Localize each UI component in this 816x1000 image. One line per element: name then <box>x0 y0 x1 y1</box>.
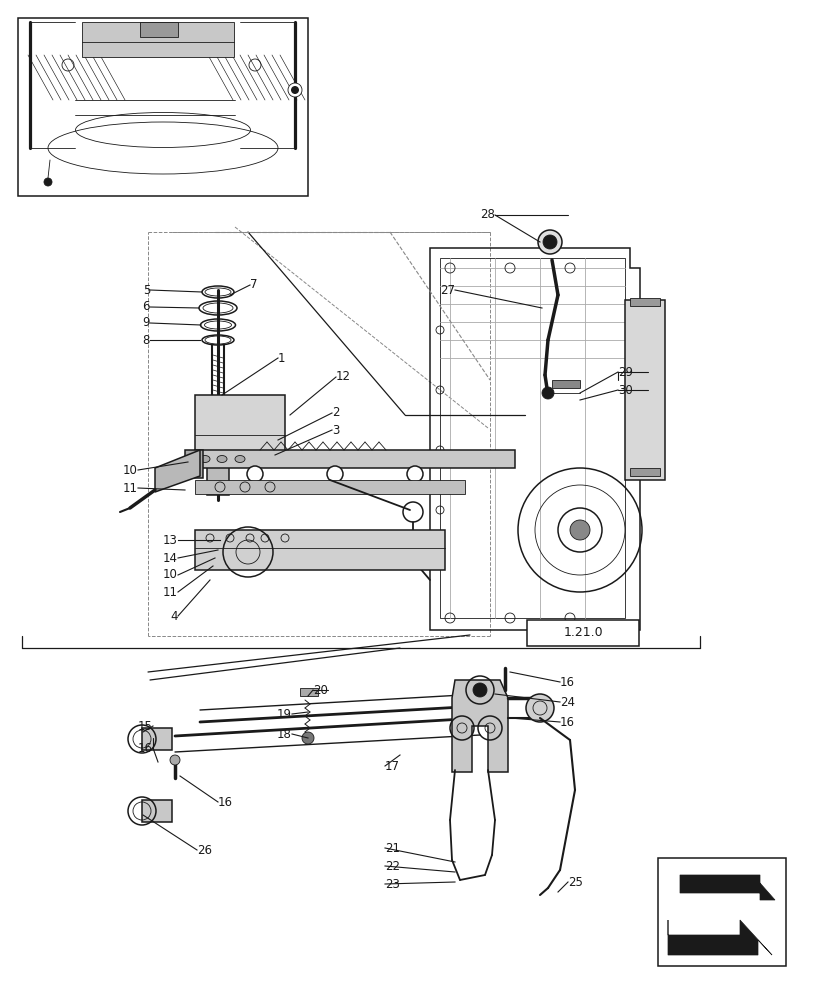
Bar <box>552 380 580 388</box>
Text: 2: 2 <box>332 406 339 420</box>
Circle shape <box>543 235 557 249</box>
Circle shape <box>288 83 302 97</box>
Text: 10: 10 <box>163 568 178 582</box>
Text: 27: 27 <box>440 284 455 296</box>
Text: 1: 1 <box>278 352 286 364</box>
Circle shape <box>327 466 343 482</box>
Text: 1.21.0: 1.21.0 <box>563 626 603 640</box>
Circle shape <box>302 732 314 744</box>
Text: 8: 8 <box>143 334 150 347</box>
Bar <box>142 728 172 750</box>
Text: 16: 16 <box>218 796 233 808</box>
Bar <box>527 620 639 646</box>
Ellipse shape <box>202 286 234 298</box>
Ellipse shape <box>202 335 234 345</box>
Bar <box>195 530 445 570</box>
Text: 16: 16 <box>560 676 575 688</box>
Bar <box>185 450 203 478</box>
Circle shape <box>542 387 554 399</box>
Bar <box>142 800 172 822</box>
Bar <box>207 460 229 495</box>
Text: 19: 19 <box>277 708 292 720</box>
Text: 22: 22 <box>385 859 400 872</box>
Bar <box>195 450 515 468</box>
Bar <box>82 22 234 57</box>
Text: 23: 23 <box>385 878 400 890</box>
Polygon shape <box>155 450 200 492</box>
Bar <box>140 22 178 37</box>
Ellipse shape <box>201 319 236 331</box>
Text: 10: 10 <box>123 464 138 477</box>
Circle shape <box>291 86 299 94</box>
Text: 14: 14 <box>163 552 178 564</box>
Ellipse shape <box>217 456 227 462</box>
Text: 15: 15 <box>138 720 153 732</box>
Bar <box>625 300 665 480</box>
Bar <box>18 18 308 196</box>
Text: 11: 11 <box>163 585 178 598</box>
Text: 6: 6 <box>143 300 150 314</box>
Text: 30: 30 <box>618 383 632 396</box>
Bar <box>630 468 660 476</box>
Circle shape <box>538 230 562 254</box>
Ellipse shape <box>199 301 237 315</box>
Bar <box>440 258 625 618</box>
Bar <box>300 688 318 696</box>
Text: 12: 12 <box>336 370 351 383</box>
Text: 3: 3 <box>332 424 339 436</box>
Text: 16: 16 <box>560 716 575 728</box>
Circle shape <box>247 466 263 482</box>
Circle shape <box>570 520 590 540</box>
Text: 4: 4 <box>171 609 178 622</box>
Text: 5: 5 <box>143 284 150 296</box>
Text: 9: 9 <box>143 316 150 330</box>
Text: 28: 28 <box>480 209 495 222</box>
Text: 25: 25 <box>568 876 583 888</box>
Text: 11: 11 <box>123 482 138 494</box>
Text: 18: 18 <box>277 728 292 740</box>
Polygon shape <box>668 920 772 955</box>
Text: 20: 20 <box>313 684 328 696</box>
Bar <box>658 858 786 966</box>
Circle shape <box>407 466 423 482</box>
Circle shape <box>526 694 554 722</box>
Polygon shape <box>452 680 508 772</box>
Ellipse shape <box>235 456 245 462</box>
Circle shape <box>473 683 487 697</box>
Text: 17: 17 <box>385 760 400 772</box>
Circle shape <box>170 755 180 765</box>
Text: 26: 26 <box>197 844 212 856</box>
Bar <box>195 395 285 467</box>
Text: 21: 21 <box>385 842 400 854</box>
Bar <box>195 480 465 494</box>
Bar <box>630 298 660 306</box>
Text: 7: 7 <box>250 278 258 292</box>
Text: 16: 16 <box>138 742 153 754</box>
Text: 24: 24 <box>560 696 575 708</box>
Text: 13: 13 <box>163 534 178 546</box>
Text: 29: 29 <box>618 365 633 378</box>
Circle shape <box>44 178 52 186</box>
Ellipse shape <box>200 456 210 462</box>
Polygon shape <box>680 875 775 900</box>
